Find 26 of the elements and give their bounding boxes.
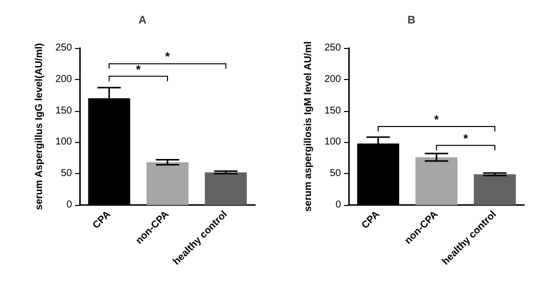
bar [474, 174, 516, 205]
x-tick-label: CPA [90, 209, 114, 232]
annotation: * [434, 112, 440, 126]
y-axis-title: serum Aspergillus IgG level(AU/ml) [34, 43, 45, 210]
y-tick-label: 50 [60, 168, 72, 180]
y-tick-label: 200 [55, 74, 72, 85]
bar [204, 172, 247, 205]
y-axis-title: serum aspergillosis IgM level AU/ml [302, 41, 314, 212]
y-tick-label: 200 [324, 74, 342, 85]
chart-title: B [408, 14, 416, 26]
annotation: * [165, 50, 170, 64]
y-tick-label: 150 [55, 105, 72, 116]
y-tick-label: 250 [55, 42, 72, 54]
y-tick-label: 100 [55, 136, 72, 148]
x-tick-label: CPA [360, 209, 382, 232]
annotation: * [136, 62, 141, 76]
annotation: * [463, 131, 468, 146]
y-tick-label: 100 [324, 136, 342, 148]
bar [146, 162, 188, 205]
y-tick-label: 250 [324, 42, 342, 54]
y-tick-label: 0 [66, 200, 72, 210]
y-tick-label: 150 [324, 105, 342, 116]
chart-title: A [138, 14, 147, 26]
y-tick-label: 50 [330, 168, 342, 180]
bar [416, 157, 458, 205]
y-tick-label: 0 [335, 200, 342, 210]
